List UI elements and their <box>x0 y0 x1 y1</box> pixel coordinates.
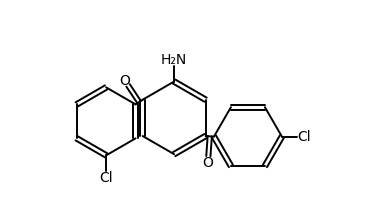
Text: O: O <box>119 73 130 88</box>
Text: O: O <box>202 156 213 170</box>
Text: Cl: Cl <box>297 130 311 144</box>
Text: H₂N: H₂N <box>161 53 187 67</box>
Text: Cl: Cl <box>99 171 113 185</box>
